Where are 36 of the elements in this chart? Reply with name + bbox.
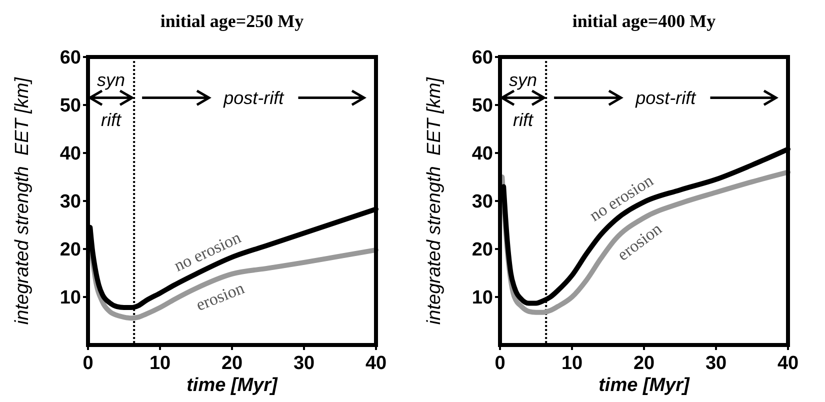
annotation: post-rift	[222, 88, 285, 108]
x-tick-label: 20	[221, 353, 243, 374]
y-tick-label: 30	[60, 192, 81, 213]
y-tick-label: 40	[60, 144, 81, 165]
text: no erosion	[171, 228, 244, 276]
y-tick-label: 10	[60, 288, 81, 309]
annotation: rift	[101, 110, 122, 130]
y-axis-title: integrated strength EET [km]	[12, 76, 33, 325]
annotation: syn	[97, 70, 126, 90]
x-tick-label: 40	[777, 353, 799, 374]
y-tick-label: 40	[472, 144, 493, 165]
chart-title: initial age=400 My	[572, 11, 716, 31]
x-tick-label: 10	[561, 353, 583, 374]
x-tick-label: 20	[633, 353, 655, 374]
x-axis-title: time [Myr]	[186, 375, 278, 396]
annotation: post-rift	[634, 88, 697, 108]
chart-title: initial age=250 My	[160, 11, 304, 31]
x-tick-label: 10	[149, 353, 171, 374]
text: erosion	[193, 278, 248, 315]
y-tick-label: 60	[60, 48, 81, 69]
y-tick-label: 30	[472, 192, 493, 213]
annotation: rift	[513, 110, 534, 130]
annotation: syn	[509, 70, 538, 90]
x-tick-label: 40	[365, 353, 387, 374]
x-tick-label: 30	[705, 353, 727, 374]
y-tick-label: 50	[472, 96, 493, 117]
y-tick-label: 20	[60, 240, 81, 261]
y-axis-title: integrated strength EET [km]	[424, 76, 445, 325]
y-tick-label: 10	[472, 288, 493, 309]
y-tick-label: 60	[472, 48, 493, 69]
x-tick-label: 30	[293, 353, 315, 374]
x-tick-label: 0	[494, 353, 506, 374]
y-tick-label: 50	[60, 96, 81, 117]
y-tick-label: 20	[472, 240, 493, 261]
x-axis-title: time [Myr]	[598, 375, 690, 396]
x-tick-label: 0	[82, 353, 94, 374]
